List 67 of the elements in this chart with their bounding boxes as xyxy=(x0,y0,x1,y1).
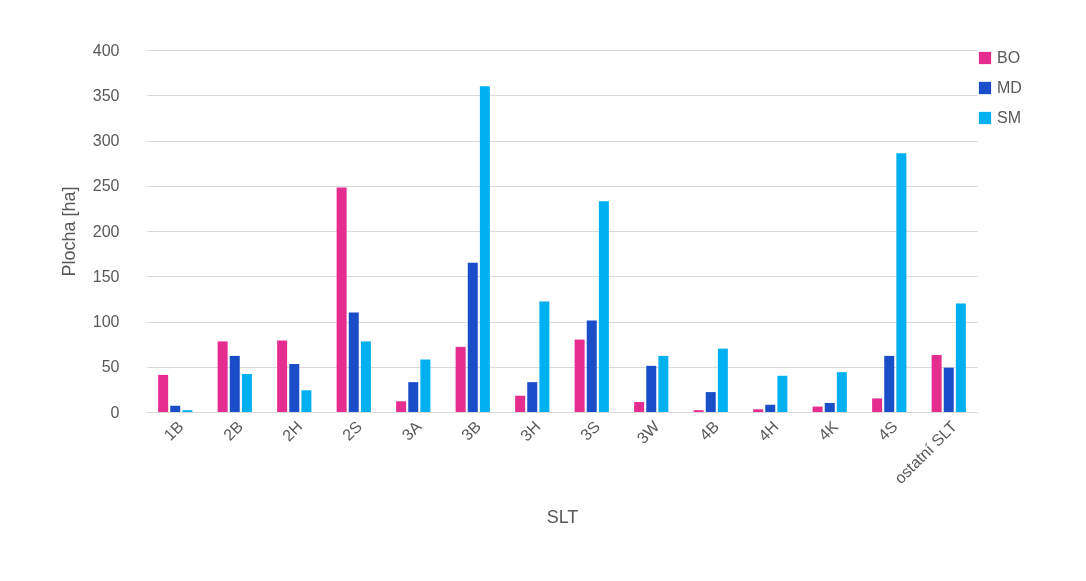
bar xyxy=(896,153,907,412)
y-tick-label: 50 xyxy=(101,358,120,376)
x-tick-label: 3B xyxy=(458,417,485,444)
bar xyxy=(408,382,419,412)
bar xyxy=(348,312,359,412)
bar xyxy=(586,320,597,412)
bar xyxy=(229,355,240,412)
bar xyxy=(955,303,966,412)
bar xyxy=(777,375,788,412)
bar xyxy=(455,346,466,412)
y-axis-title: Plocha [ha] xyxy=(58,186,79,277)
x-tick-label: 4S xyxy=(874,417,901,444)
bar xyxy=(277,340,288,412)
bar xyxy=(360,341,371,412)
bar xyxy=(824,402,835,412)
x-tick-label: 4B xyxy=(696,417,723,444)
bar xyxy=(598,201,609,412)
bar xyxy=(658,355,669,412)
x-tick-label: 2S xyxy=(339,417,366,444)
bar xyxy=(158,374,169,412)
x-tick-label: 4K xyxy=(815,417,842,444)
bar xyxy=(289,364,300,412)
x-tick-label: 3W xyxy=(633,417,664,447)
y-tick-label: 400 xyxy=(92,41,120,59)
bar xyxy=(479,86,490,412)
bar xyxy=(943,367,954,412)
bar xyxy=(241,373,252,412)
bar xyxy=(539,301,550,412)
y-tick-label: 150 xyxy=(92,267,120,285)
bar xyxy=(753,409,764,412)
x-tick-label: 1B xyxy=(160,417,187,444)
bar xyxy=(646,365,657,412)
bar xyxy=(527,382,538,412)
bar xyxy=(217,341,228,412)
x-tick-label: 2B xyxy=(220,417,247,444)
y-tick-label: 300 xyxy=(92,132,120,149)
bar xyxy=(467,262,478,412)
bar xyxy=(301,390,312,412)
x-tick-label: 4H xyxy=(755,417,782,445)
bar xyxy=(765,404,776,412)
bar xyxy=(515,395,526,412)
y-tick-label: 250 xyxy=(92,177,120,195)
bar xyxy=(812,406,823,412)
x-tick-label: 3A xyxy=(398,417,425,444)
legend-label: MD xyxy=(997,79,1022,96)
bar xyxy=(170,405,181,412)
bar xyxy=(634,402,645,412)
x-tick-label: 2H xyxy=(279,417,306,445)
legend-label: BO xyxy=(997,49,1021,66)
x-tick-label: 3S xyxy=(577,417,604,444)
bar xyxy=(931,354,942,412)
bar xyxy=(336,187,347,412)
bar xyxy=(705,392,716,412)
bar xyxy=(872,398,883,412)
bar xyxy=(574,339,585,412)
bar xyxy=(836,372,847,412)
y-tick-label: 100 xyxy=(92,313,120,330)
bar xyxy=(396,401,407,412)
y-tick-label: 350 xyxy=(92,86,120,104)
bar xyxy=(884,355,895,412)
legend-label: SM xyxy=(997,109,1021,126)
y-tick-label: 0 xyxy=(110,403,120,421)
bar xyxy=(420,359,431,412)
y-tick-label: 200 xyxy=(92,222,120,240)
x-tick-label: 3H xyxy=(517,417,544,445)
bar xyxy=(717,348,728,412)
x-axis-title: SLT xyxy=(546,506,579,527)
